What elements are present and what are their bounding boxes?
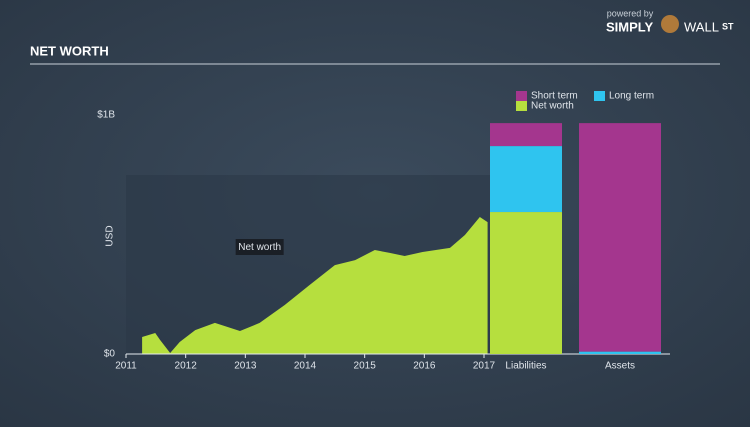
x-tick-label: 2013 [234,361,257,372]
bar-segment [490,146,562,213]
y-axis-label: USD [105,225,116,246]
legend-label: Short term [531,91,578,102]
bar-segment [490,123,562,147]
logo-brand: SIMPLY [606,19,654,34]
x-tick-label: 2016 [413,361,436,372]
logo-icon [661,15,679,33]
chart-title: NET WORTH [30,43,109,58]
annotation: Net worth [238,242,281,253]
x-tick-label: 2011 [115,361,137,372]
x-tick-label: 2014 [294,361,317,372]
logo-brand-suffix: ST [722,21,734,31]
x-tick-label: 2012 [175,361,198,372]
y-tick-label: $0 [104,349,116,360]
logo-powered-by: powered by [607,8,654,18]
bar-segment [490,212,562,354]
legend-swatch [516,91,527,101]
net-worth-area [142,217,488,354]
legend-label: Long term [609,91,654,102]
y-tick-label: $1B [97,110,115,121]
x-tick-label: 2017 [473,361,496,372]
x-tick-label: 2015 [354,361,377,372]
legend-swatch [516,101,527,111]
x-tick-label: Liabilities [505,361,546,372]
legend-swatch [594,91,605,101]
bar-segment [579,351,661,354]
bar-segment [579,123,661,352]
annotation-box [235,239,284,255]
logo-brand-end: WALL [684,19,719,34]
x-tick-label: Assets [605,361,635,372]
legend-label: Net worth [531,101,574,112]
